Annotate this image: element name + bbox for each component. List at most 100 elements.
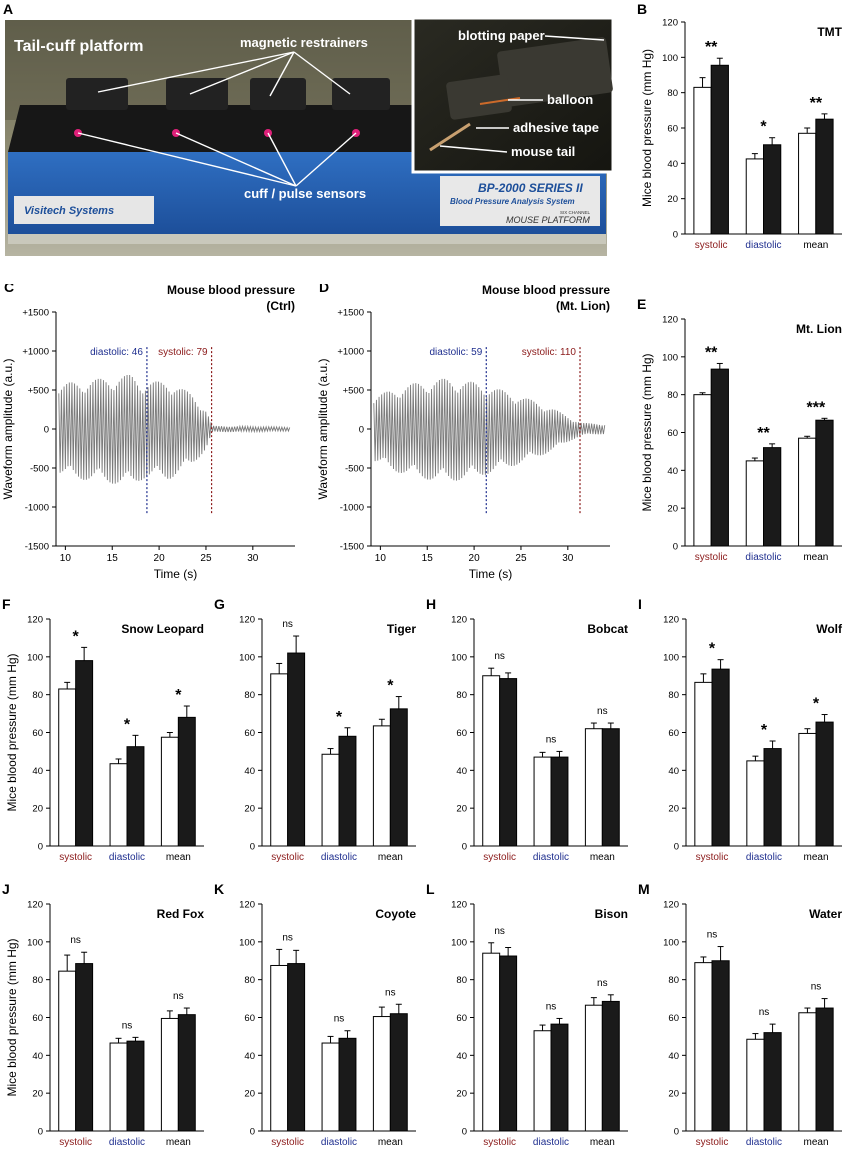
bar-diastolic-control: [746, 760, 765, 847]
y-tick-label: 40: [244, 766, 255, 777]
y-tick-label: 100: [239, 652, 255, 663]
category-label-systolic: systolic: [696, 1137, 729, 1148]
category-label-mean: mean: [803, 852, 828, 863]
significance-mean: **: [810, 95, 823, 112]
bar-systolic-control: [58, 688, 77, 847]
bar-systolic-odor: [499, 678, 518, 847]
panel-f-snow-leopard-chart: F Snow Leopard Mice blood pressure (mm Hg)…: [2, 596, 204, 863]
x-tick-label: 30: [562, 553, 574, 564]
y-tick-label: -500: [345, 464, 364, 475]
significance-diastolic: ns: [546, 734, 557, 745]
y-tick-label: 120: [239, 900, 255, 911]
y-axis-label: Mice blood pressure (mm Hg): [5, 938, 19, 1096]
y-tick-label: 80: [32, 690, 43, 701]
bar-systolic-odor: [711, 960, 730, 1132]
significance-mean: *: [175, 687, 182, 704]
waveform-trace: [58, 374, 291, 484]
category-label-diastolic: diastolic: [533, 1137, 569, 1148]
x-tick-label: 10: [60, 553, 72, 564]
y-tick-label: +1000: [337, 347, 364, 358]
y-tick-label: 0: [38, 842, 43, 853]
y-tick-label: 60: [668, 1013, 679, 1024]
chart-title: Mouse blood pressure: [482, 284, 610, 297]
y-tick-label: 120: [27, 615, 43, 626]
inset-photo: blotting paper balloon adhesive tape mou…: [411, 16, 615, 174]
category-label-mean: mean: [590, 1137, 615, 1148]
y-tick-label: 0: [674, 842, 679, 853]
chart-title: Bobcat: [587, 622, 628, 636]
bar-diastolic-control: [746, 1038, 765, 1132]
chart-subtitle: (Ctrl): [266, 299, 295, 313]
y-tick-label: 80: [244, 690, 255, 701]
bar-mean-control: [372, 1016, 391, 1132]
x-tick-label: 20: [469, 553, 481, 564]
y-tick-label: 100: [27, 937, 43, 948]
bar-systolic-control: [482, 952, 501, 1132]
bar-diastolic-odor: [763, 1032, 782, 1132]
y-tick-label: 40: [32, 766, 43, 777]
category-label-systolic: systolic: [695, 240, 728, 251]
device-platform: MOUSE PLATFORM: [506, 215, 590, 225]
significance-diastolic: *: [124, 716, 131, 733]
category-label-diastolic: diastolic: [109, 852, 145, 863]
significance-diastolic: *: [336, 709, 343, 726]
bar-systolic-odor: [75, 660, 94, 847]
y-tick-label: 0: [462, 842, 467, 853]
y-tick-label: 60: [244, 1013, 255, 1024]
chart-subtitle: (Mt. Lion): [556, 299, 610, 313]
significance-systolic: *: [709, 641, 716, 658]
panel-e-mt-lion-chart: E Mt. Lion Mice blood pressure (mm Hg) 0 20 4…: [637, 296, 842, 563]
significance-diastolic: ns: [334, 1014, 345, 1025]
bar-mean-control: [798, 1012, 817, 1132]
y-tick-label: +1000: [22, 347, 49, 358]
y-tick-label: 80: [668, 690, 679, 701]
device-subtitle: Blood Pressure Analysis System: [450, 197, 575, 206]
bar-systolic-odor: [287, 652, 306, 847]
y-tick-label: 80: [667, 390, 678, 401]
category-label-diastolic: diastolic: [321, 1137, 357, 1148]
panel-letter: I: [638, 596, 642, 612]
bar-systolic-odor: [710, 64, 729, 235]
y-tick-label: 20: [244, 1089, 255, 1100]
chart-title: Snow Leopard: [121, 622, 204, 636]
bar-systolic-control: [694, 681, 713, 847]
y-tick-label: 100: [662, 53, 678, 64]
y-tick-label: 20: [456, 804, 467, 815]
significance-systolic: ns: [494, 926, 505, 937]
significance-systolic: ns: [282, 619, 293, 630]
category-label-diastolic: diastolic: [745, 552, 781, 563]
significance-systolic: **: [705, 39, 718, 56]
bar-mean-control: [160, 736, 179, 847]
panel-a-photo: A: [3, 1, 615, 256]
y-tick-label: 60: [667, 428, 678, 439]
y-tick-label: 100: [239, 937, 255, 948]
panel-d-mt-lion-waveform: D Mouse blood pressure (Mt. Lion) Waveform …: [316, 284, 610, 581]
y-tick-label: 20: [32, 804, 43, 815]
category-label-mean: mean: [378, 852, 403, 863]
y-tick-label: +500: [343, 386, 364, 397]
panel-c-ctrl-waveform: C Mouse blood pressure (Ctrl) Waveform ampl…: [1, 284, 295, 581]
category-label-mean: mean: [803, 240, 828, 251]
panel-letter: G: [214, 596, 225, 612]
panel-j-red-fox-chart: J Red Fox Mice blood pressure (mm Hg) 0 20 40…: [2, 881, 204, 1148]
y-axis-label: Waveform amplitude (a.u.): [316, 359, 330, 500]
y-tick-label: 20: [667, 504, 678, 515]
y-tick-label: 80: [456, 690, 467, 701]
bar-systolic-control: [694, 962, 713, 1132]
chart-title: Mt. Lion: [796, 322, 842, 336]
bar-diastolic-control: [533, 1030, 552, 1132]
y-tick-label: 20: [668, 804, 679, 815]
category-label-systolic: systolic: [483, 852, 516, 863]
category-label-diastolic: diastolic: [746, 852, 782, 863]
bar-mean-odor: [815, 118, 834, 235]
category-label-diastolic: diastolic: [745, 240, 781, 251]
chart-title: Wolf: [816, 622, 843, 636]
significance-mean: ns: [597, 706, 608, 717]
y-tick-label: 0: [250, 842, 255, 853]
y-tick-label: 120: [451, 615, 467, 626]
y-axis-label: Mice blood pressure (mm Hg): [5, 653, 19, 811]
y-tick-label: 60: [456, 728, 467, 739]
y-tick-label: -1500: [25, 542, 49, 553]
x-tick-label: 25: [515, 553, 527, 564]
